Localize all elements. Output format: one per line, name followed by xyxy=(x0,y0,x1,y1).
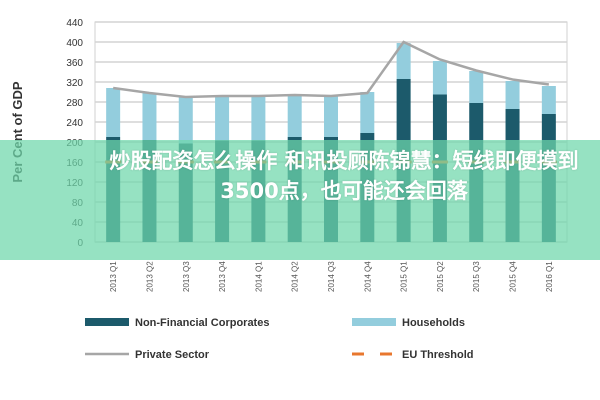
bar-households xyxy=(215,96,230,141)
y-tick-label: 240 xyxy=(66,118,83,129)
overlay-text: 炒股配资怎么操作 和讯投顾陈锦慧：短线即便摸到 3500点，也可能还会回落 xyxy=(96,146,592,206)
private-sector-line xyxy=(112,40,550,99)
x-tick-label: 2015 Q4 xyxy=(509,261,518,292)
bar-households xyxy=(360,92,375,133)
y-tick-label: 400 xyxy=(66,38,83,49)
legend-label: EU Threshold xyxy=(402,349,474,361)
x-tick-label: 2014 Q3 xyxy=(327,261,336,292)
bar-households xyxy=(432,61,447,95)
legend-swatch xyxy=(352,318,396,326)
bar-households xyxy=(505,81,520,109)
legend-label: Households xyxy=(402,317,465,329)
y-tick-label: 440 xyxy=(66,18,83,29)
x-tick-label: 2014 Q1 xyxy=(254,261,263,292)
bar-households xyxy=(287,95,302,137)
overlay-text-line1: 炒股配资怎么操作 和讯投顾陈锦慧：短线即便摸到 xyxy=(109,149,579,173)
bar-households xyxy=(324,96,338,137)
bar-households xyxy=(396,43,411,79)
legend-swatch xyxy=(85,318,129,326)
bar-households xyxy=(142,93,157,140)
legend-label: Private Sector xyxy=(135,349,210,361)
bar-households xyxy=(541,86,556,114)
x-tick-label: 2015 Q3 xyxy=(472,261,481,292)
x-tick-label: 2013 Q4 xyxy=(218,261,227,292)
bar-households xyxy=(251,96,266,141)
x-tick-label: 2016 Q1 xyxy=(545,261,554,292)
bar-households xyxy=(106,88,121,137)
bar-households xyxy=(469,71,484,103)
overlay-banner xyxy=(0,140,600,260)
overlay-text-line2: 3500点，也可能还会回落 xyxy=(220,179,468,203)
y-tick-label: 280 xyxy=(66,98,83,109)
bar-households xyxy=(178,97,193,144)
y-tick-label: 320 xyxy=(66,78,83,89)
x-tick-label: 2015 Q1 xyxy=(400,261,409,292)
y-tick-label: 360 xyxy=(66,58,83,69)
x-tick-label: 2013 Q2 xyxy=(145,261,154,292)
x-tick-label: 2013 Q1 xyxy=(109,261,118,292)
x-tick-label: 2014 Q2 xyxy=(291,261,300,292)
x-tick-label: 2015 Q2 xyxy=(436,261,445,292)
legend-label: Non-Financial Corporates xyxy=(135,317,269,329)
x-tick-label: 2013 Q3 xyxy=(182,261,191,292)
x-tick-label: 2014 Q4 xyxy=(363,261,372,292)
